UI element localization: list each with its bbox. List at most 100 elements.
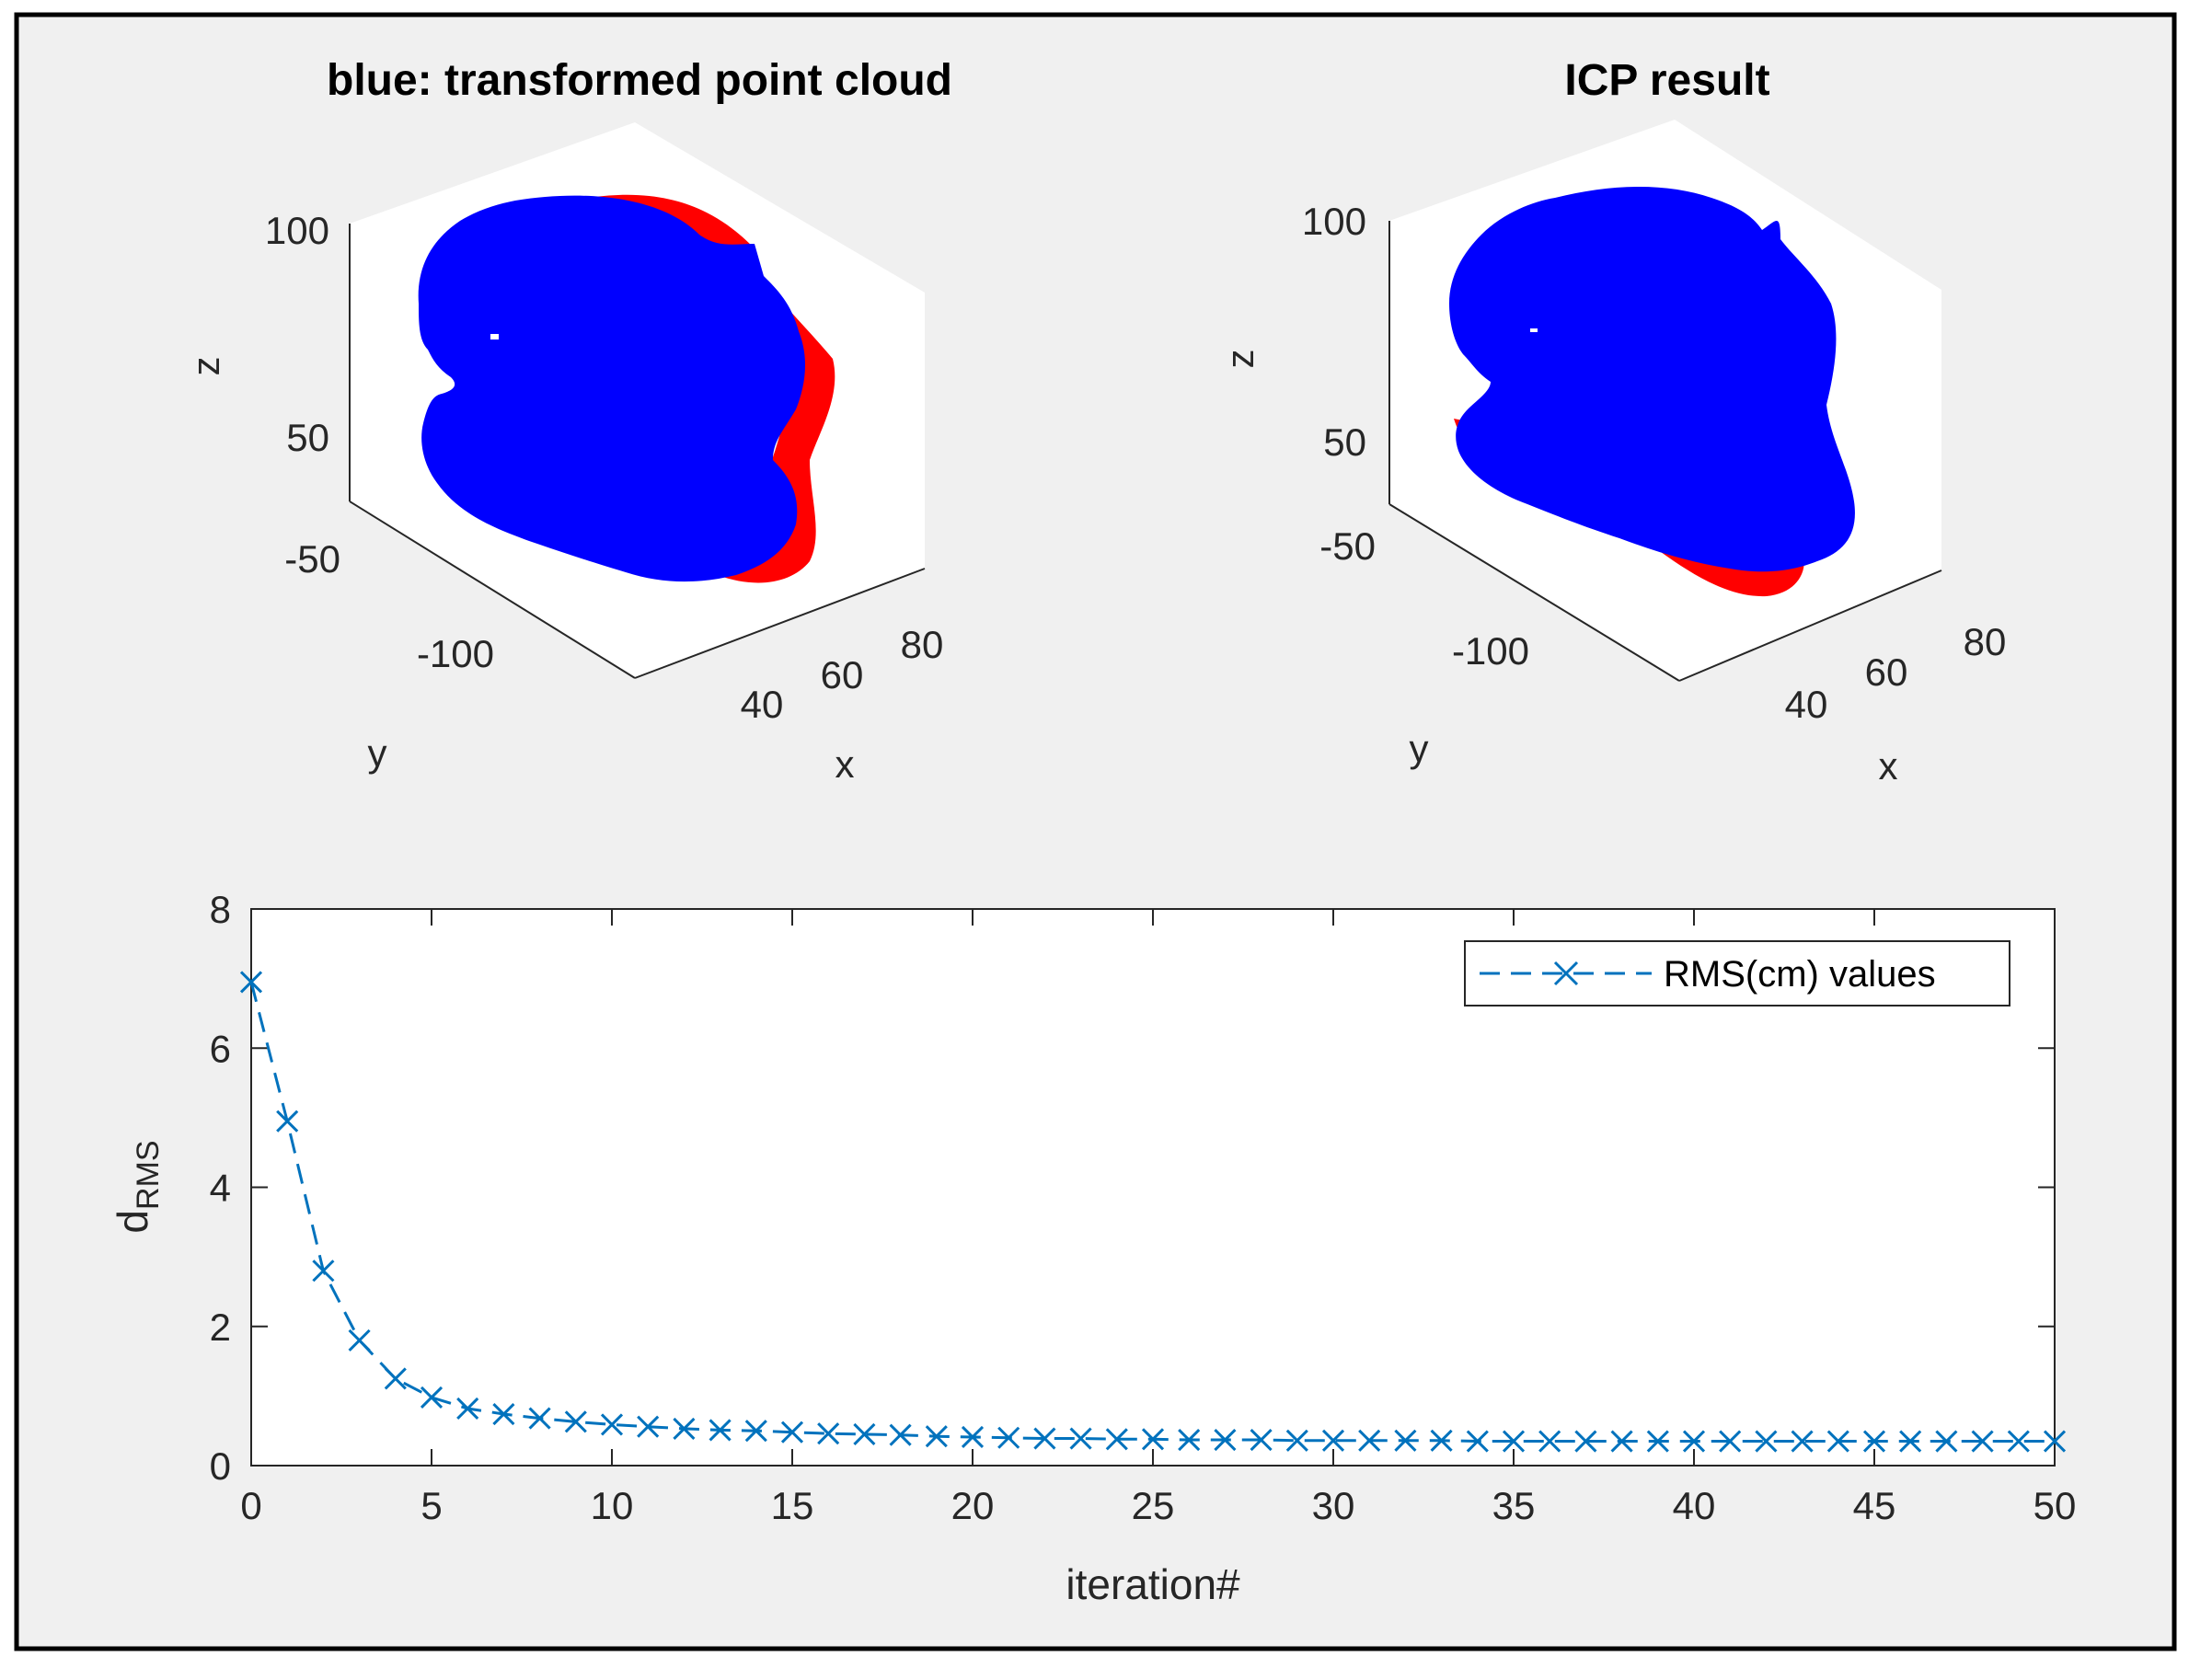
- rms-data-point: [637, 1415, 660, 1438]
- rms-data-point: [1719, 1430, 1742, 1453]
- rms-data-point: [1105, 1428, 1128, 1451]
- rms-ylabel: dRMS: [109, 1140, 166, 1233]
- rms-data-point: [1646, 1430, 1669, 1453]
- rms-y-tick-labels: 0 2 4 6 8: [210, 888, 231, 1488]
- rms-x-tick-label: 45: [1853, 1484, 1896, 1527]
- rms-data-point: [1321, 1429, 1345, 1452]
- rms-x-tick-label: 0: [240, 1484, 261, 1527]
- subplot2-xlabel: x: [1879, 744, 1898, 788]
- rms-ylabel-subscript: RMS: [131, 1140, 166, 1210]
- rms-y-tick-label: 4: [210, 1167, 231, 1210]
- rms-data-point: [925, 1425, 948, 1448]
- rms-data-point: [1755, 1430, 1778, 1453]
- subplot2-x-axis: [1678, 569, 1942, 682]
- rms-data-point: [1214, 1428, 1237, 1452]
- subplot1-transformed-blue-cloud: [418, 195, 806, 582]
- rms-data-point: [528, 1407, 551, 1430]
- rms-data-point: [673, 1417, 696, 1440]
- subplot2-x-tick-40: 40: [1785, 683, 1828, 726]
- subplot2-z-tick-50: 50: [1323, 420, 1366, 464]
- rms-data-point: [1178, 1428, 1201, 1452]
- rms-x-tick-label: 25: [1132, 1484, 1175, 1527]
- rms-series-markers: [239, 971, 2067, 1453]
- subplot1-title: blue: transformed point cloud: [327, 56, 952, 105]
- subplot2-x-tick-60: 60: [1865, 650, 1908, 694]
- rms-data-point: [853, 1422, 876, 1446]
- rms-data-point: [456, 1397, 479, 1421]
- subplot2-title: ICP result: [1564, 56, 1769, 105]
- rms-data-point: [744, 1420, 767, 1443]
- rms-data-point: [1430, 1429, 1453, 1452]
- rms-data-point: [1466, 1430, 1489, 1453]
- subplot1-x-tick-60: 60: [821, 653, 864, 696]
- subplot1-zlabel: z: [184, 357, 227, 376]
- rms-data-point: [1791, 1430, 1814, 1453]
- subplot2-x-tick-80: 80: [1964, 620, 2007, 663]
- rms-data-point: [1069, 1427, 1092, 1450]
- subplot1-x-tick-80: 80: [901, 623, 944, 666]
- rms-x-tick-label: 30: [1312, 1484, 1355, 1527]
- rms-data-point: [1899, 1430, 1922, 1453]
- rms-data-point: [600, 1413, 624, 1436]
- rms-x-tick-label: 20: [951, 1484, 995, 1527]
- subplot1-y-tick-minus100: -100: [417, 632, 494, 675]
- rms-data-point: [2007, 1430, 2030, 1453]
- rms-data-point: [564, 1410, 587, 1433]
- rms-y-tick-label: 6: [210, 1027, 231, 1070]
- rms-data-point: [239, 971, 263, 994]
- subplot2-y-tick-minus100: -100: [1452, 629, 1529, 673]
- rms-data-point: [1502, 1430, 1526, 1453]
- rms-legend: RMS(cm) values: [1464, 940, 2010, 1007]
- rms-data-point: [997, 1426, 1020, 1449]
- rms-data-point: [1862, 1430, 1886, 1453]
- rms-data-point: [1394, 1429, 1417, 1452]
- subplot1-cloud-gap: [490, 334, 499, 339]
- rms-data-point: [276, 1110, 299, 1133]
- subplot1-ylabel: y: [368, 731, 387, 775]
- rms-y-tick-label: 8: [210, 888, 231, 931]
- rms-x-tick-label: 40: [1673, 1484, 1716, 1527]
- rms-data-point: [348, 1329, 371, 1352]
- subplot2-transformed-blue-cloud: [1449, 186, 1855, 572]
- rms-data-point: [1033, 1427, 1056, 1450]
- subplot2-y-tick-minus50: -50: [1319, 524, 1376, 568]
- rms-y-tick-label: 2: [210, 1306, 231, 1349]
- rms-x-tick-label: 5: [421, 1484, 442, 1527]
- rms-data-point: [1682, 1430, 1706, 1453]
- rms-x-tick-labels: 0 5 10 15 20 25 30 35 40 45 50: [240, 1484, 2076, 1527]
- rms-data-point: [1574, 1430, 1597, 1453]
- rms-data-point: [492, 1402, 515, 1426]
- rms-x-tick-label: 35: [1492, 1484, 1536, 1527]
- rms-legend-label: RMS(cm) values: [1664, 954, 1936, 995]
- rms-tick-marks: [250, 908, 2056, 1467]
- subplot-transformed-cloud: blue: transformed point cloud 100 50 z -…: [184, 56, 952, 786]
- subplot1-y-axis: [349, 500, 636, 679]
- subplot2-zlabel: z: [1218, 350, 1262, 369]
- rms-x-tick-label: 50: [2033, 1484, 2077, 1527]
- rms-data-point: [889, 1423, 912, 1446]
- rms-y-tick-label: 0: [210, 1444, 231, 1488]
- rms-data-point: [709, 1419, 732, 1442]
- rms-data-point: [780, 1421, 804, 1444]
- rms-data-point: [1826, 1430, 1849, 1453]
- rms-ylabel-main: d: [109, 1210, 156, 1234]
- subplot2-cloud-gap: [1530, 328, 1538, 332]
- rms-data-point: [1285, 1429, 1308, 1452]
- rms-data-point: [1358, 1429, 1381, 1452]
- rms-data-point: [961, 1425, 985, 1449]
- rms-data-point: [1141, 1428, 1165, 1451]
- subplot1-x-tick-40: 40: [741, 683, 784, 726]
- rms-data-point: [420, 1386, 444, 1409]
- subplot1-y-tick-minus50: -50: [284, 537, 340, 581]
- rms-data-point: [817, 1422, 840, 1445]
- subplot1-x-axis: [634, 568, 926, 679]
- rms-xlabel: iteration#: [1066, 1560, 1240, 1608]
- rms-data-point: [1538, 1430, 1561, 1453]
- rms-legend-marker: [1553, 961, 1579, 986]
- subplot2-y-axis: [1388, 503, 1680, 682]
- rms-data-point: [1250, 1428, 1273, 1452]
- rms-data-point: [1971, 1430, 1994, 1453]
- subplot2-ylabel: y: [1410, 727, 1429, 770]
- subplot2-z-tick-100: 100: [1302, 200, 1366, 243]
